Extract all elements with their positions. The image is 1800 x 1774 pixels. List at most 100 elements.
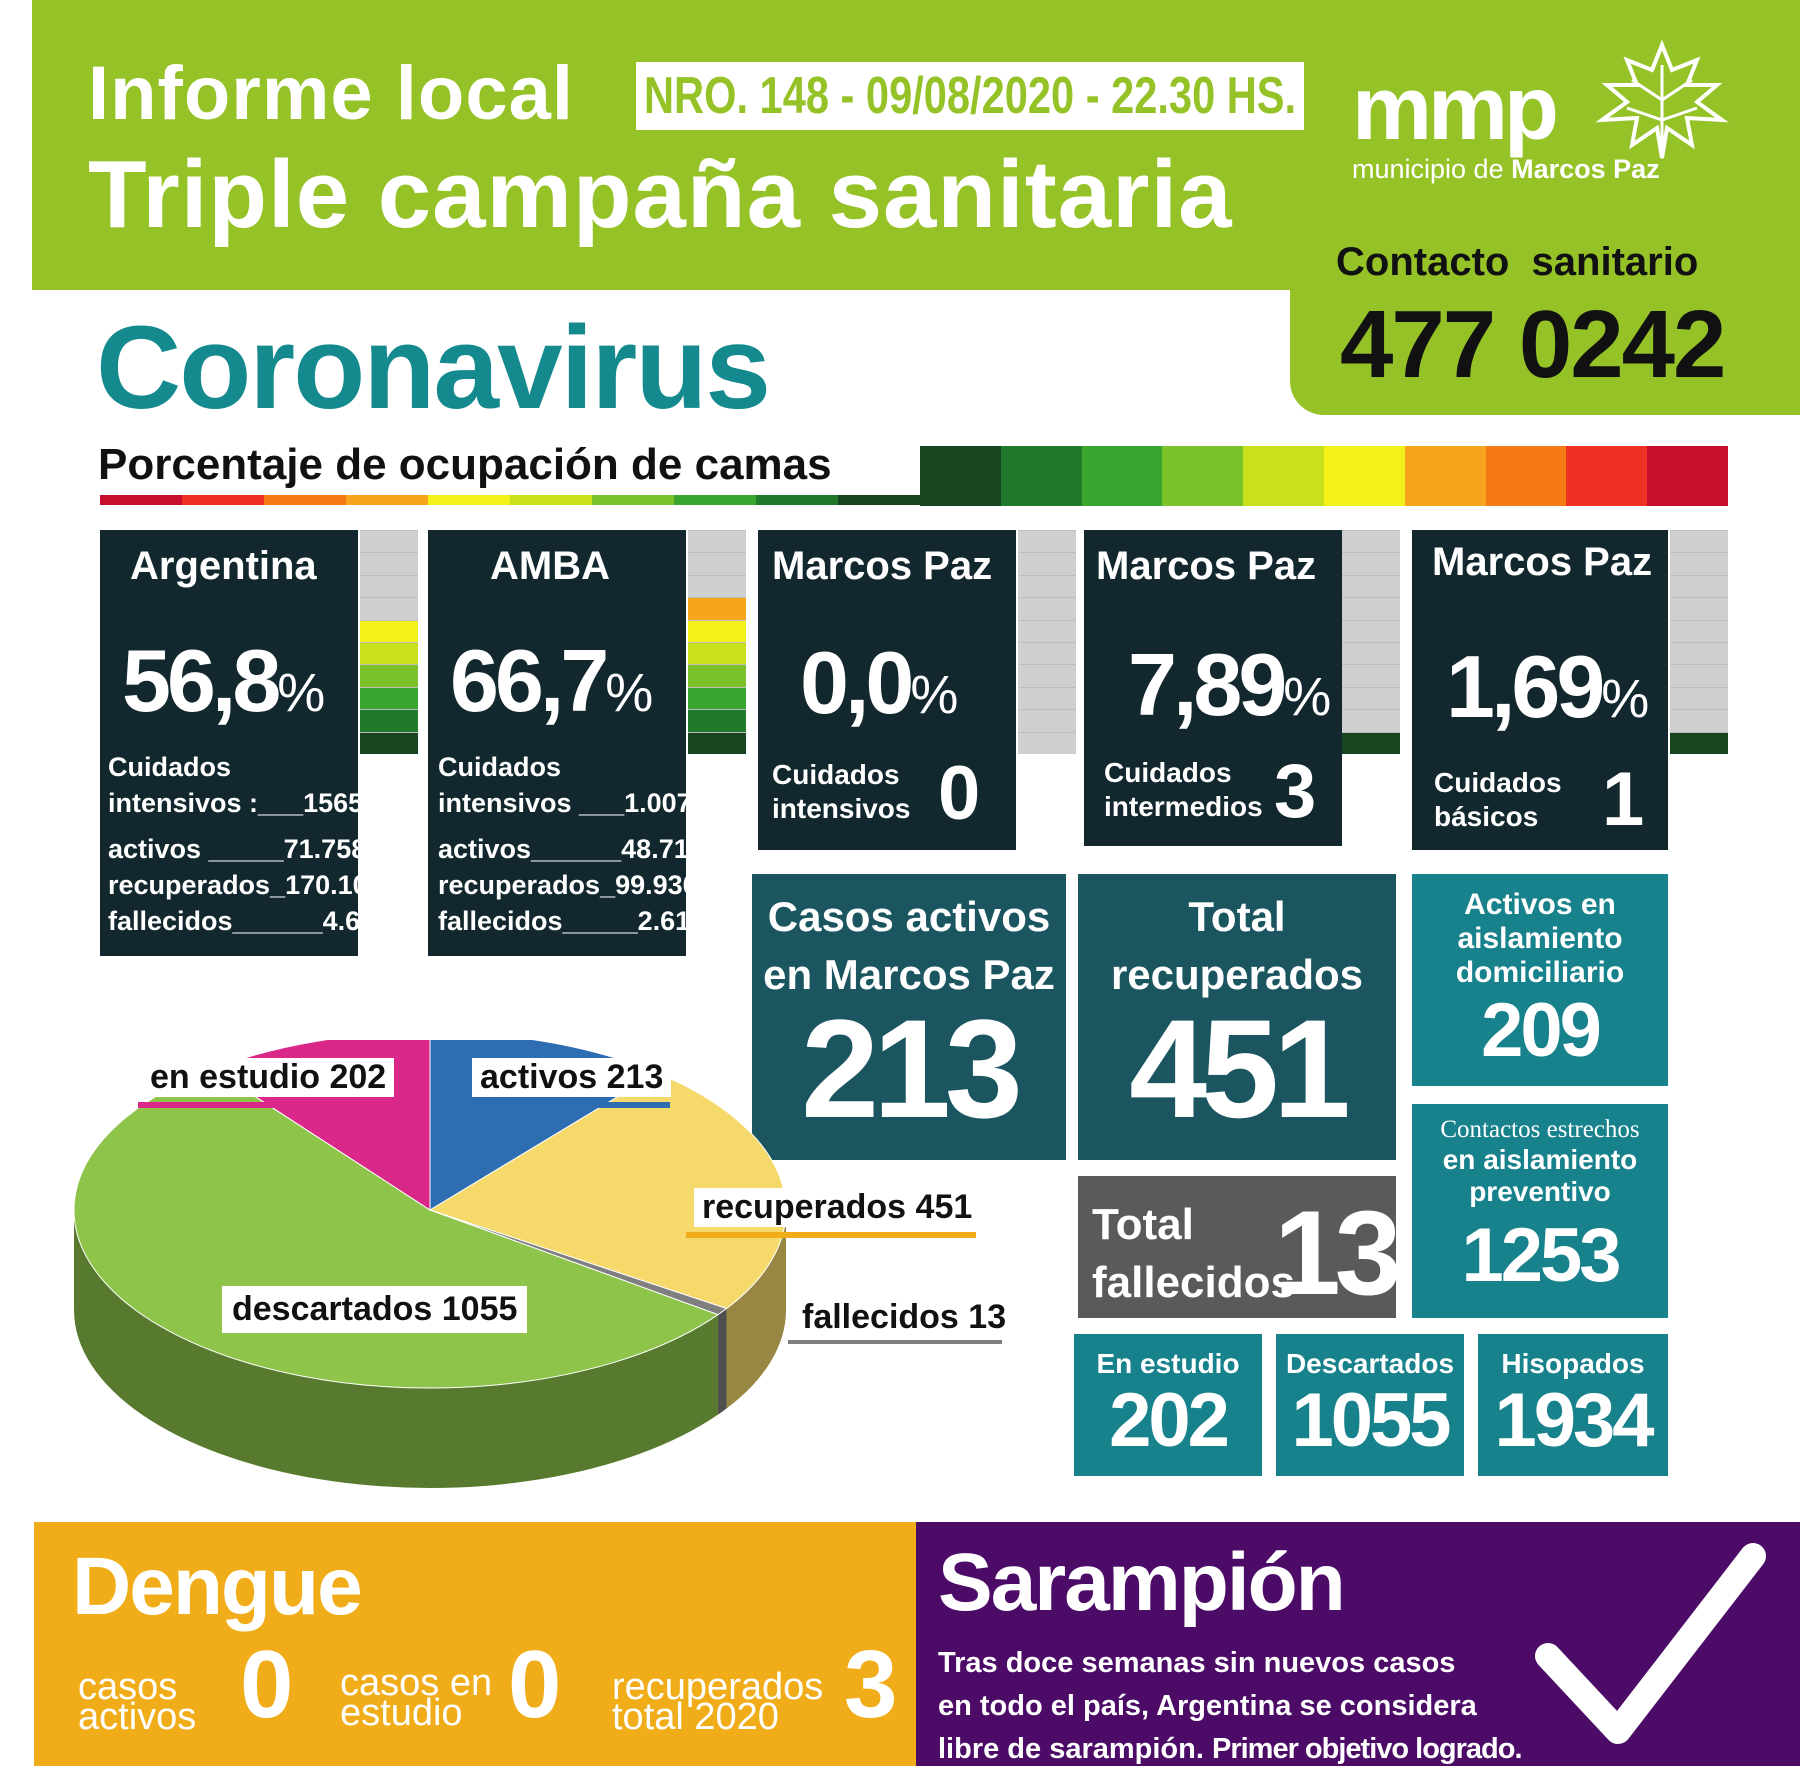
gauge-segment: [1670, 641, 1728, 665]
text-line: en todo el país, Argentina se considera: [938, 1690, 1477, 1722]
box-title: Total fallecidos: [1092, 1196, 1295, 1312]
box-value: 1934: [1494, 1378, 1654, 1463]
card-title: Argentina: [130, 544, 317, 588]
title-color-underline: [100, 495, 920, 505]
label-underline: [686, 1232, 976, 1238]
stat-label: fallecidos_____: [438, 906, 638, 936]
bed-type-line1: Cuidados: [1104, 757, 1232, 788]
percent-sign: %: [605, 663, 654, 723]
gauge-segment: [688, 529, 746, 553]
stat-label: activos _____: [108, 834, 284, 864]
box-title: Casos activos en Marcos Paz: [752, 888, 1066, 1004]
gauge-segment: [1342, 529, 1400, 553]
pie-slice: [428, 1072, 787, 1310]
box-title: en aislamiento preventivo: [1412, 1144, 1668, 1208]
label-line: estudio: [340, 1692, 463, 1734]
bed-type-line1: Cuidados: [1434, 767, 1562, 798]
gauge-segment: [1342, 731, 1400, 754]
contact-box: [1290, 230, 1800, 415]
pie-label-en-estudio: en estudio 202: [142, 1058, 395, 1097]
logo-subtitle-name: Marcos Paz: [1511, 154, 1660, 184]
dengue-panel: Dengue casos activos 0 casos en estudio 0 …: [34, 1522, 916, 1766]
box-title: En estudio: [1096, 1348, 1240, 1379]
label-underline: [788, 1340, 1002, 1344]
card-argentina: Argentina 56,8% Cuidados intensivos :___…: [100, 530, 390, 956]
dengue-item-value: 3: [844, 1631, 898, 1738]
stat-label: recuperados_: [108, 870, 286, 900]
underline-segment: [428, 495, 510, 505]
box-total-recuperados: Total recuperados 451: [1078, 874, 1396, 1160]
scale-segment: [1647, 446, 1728, 506]
gauge-segment: [688, 597, 746, 620]
gauge-segment: [1670, 574, 1728, 598]
box-value: 202: [1109, 1378, 1230, 1463]
underline-segment: [592, 495, 674, 505]
stat-value: 48.716: [621, 834, 704, 864]
box-title-line: fallecidos: [1092, 1258, 1295, 1307]
stat-label: recuperados_: [438, 870, 616, 900]
gauge-segment: [360, 597, 418, 620]
gauge-segment: [1670, 731, 1728, 754]
gauge-segment: [360, 574, 418, 598]
percentage-value: 56,8: [122, 631, 281, 730]
gauge-segment: [1342, 552, 1400, 575]
stat-line: Cuidados: [438, 752, 682, 783]
underline-segment: [264, 495, 346, 505]
percentage-value: 7,89: [1128, 635, 1287, 734]
stat-label: intensivos ___: [438, 788, 625, 818]
stat-value: 2.613: [637, 906, 706, 936]
bed-count: 1: [1602, 757, 1645, 842]
label-line: total 2020: [612, 1696, 779, 1738]
gauge-segment: [1342, 574, 1400, 598]
gauge-segment: [1670, 619, 1728, 642]
gauge-segment: [688, 619, 746, 642]
scale-segment: [1000, 446, 1082, 506]
stat-label: fallecidos______: [108, 906, 323, 936]
box-title-line: recuperados: [1110, 951, 1364, 998]
box-title-line: en aislamiento: [1442, 1144, 1638, 1175]
gauge-segment: [1018, 619, 1076, 642]
text-line: Tras doce semanas sin nuevos casos: [938, 1647, 1456, 1679]
box-title-line: Total: [1188, 893, 1286, 940]
card-title: Marcos Paz: [772, 544, 993, 588]
underline-segment: [838, 495, 920, 505]
percentage-value: 0,0: [800, 633, 914, 732]
occupancy-percentage: 0,0%: [800, 632, 958, 734]
occupancy-percentage: 66,7%: [450, 630, 653, 732]
gauge-segment: [360, 641, 418, 665]
checkmark-icon: [1535, 1543, 1766, 1744]
underline-segment: [510, 495, 592, 505]
scale-segment: [1323, 446, 1405, 506]
label-line: casos: [78, 1666, 178, 1708]
gauge-segment: [1342, 597, 1400, 620]
bed-count: 3: [1274, 749, 1317, 834]
occupancy-percentage: 7,89%: [1128, 634, 1331, 736]
bed-type-line2: intensivos: [772, 793, 911, 824]
leaf-icon: [1595, 40, 1729, 159]
gauge-segment: [360, 529, 418, 553]
box-value: 209: [1481, 988, 1602, 1073]
bed-type-label: Cuidados básicos: [1434, 766, 1562, 834]
stat-label: activos______: [438, 834, 622, 864]
stat-label: Cuidados: [108, 752, 232, 782]
label-line: casos en: [340, 1662, 493, 1704]
stat-value: 1565: [303, 788, 364, 818]
box-title-line: Casos activos: [767, 893, 1051, 940]
box-title: Activos en aislamiento domiciliario: [1412, 888, 1668, 990]
scale-segment: [1566, 446, 1648, 506]
stat-value: 4.614: [322, 906, 391, 936]
gauge-segment: [1018, 552, 1076, 575]
box-total-fallecidos: Total fallecidos 13: [1078, 1176, 1402, 1320]
coronavirus-title: Coronavirus: [96, 302, 771, 434]
text-prefix: libre de sarampión.: [938, 1733, 1204, 1765]
gauge-segment: [1018, 709, 1076, 732]
bed-type-line1: Cuidados: [772, 759, 900, 790]
occupancy-gauge: [1018, 529, 1076, 754]
gauge-segment: [1342, 709, 1400, 732]
occupancy-percentage: 1,69%: [1446, 636, 1649, 738]
box-title-line: aislamiento: [1457, 922, 1623, 955]
gauge-segment: [360, 619, 418, 642]
stat-value: 170.109: [285, 870, 383, 900]
label-underline: [138, 1102, 396, 1108]
gauge-segment: [1018, 574, 1076, 598]
